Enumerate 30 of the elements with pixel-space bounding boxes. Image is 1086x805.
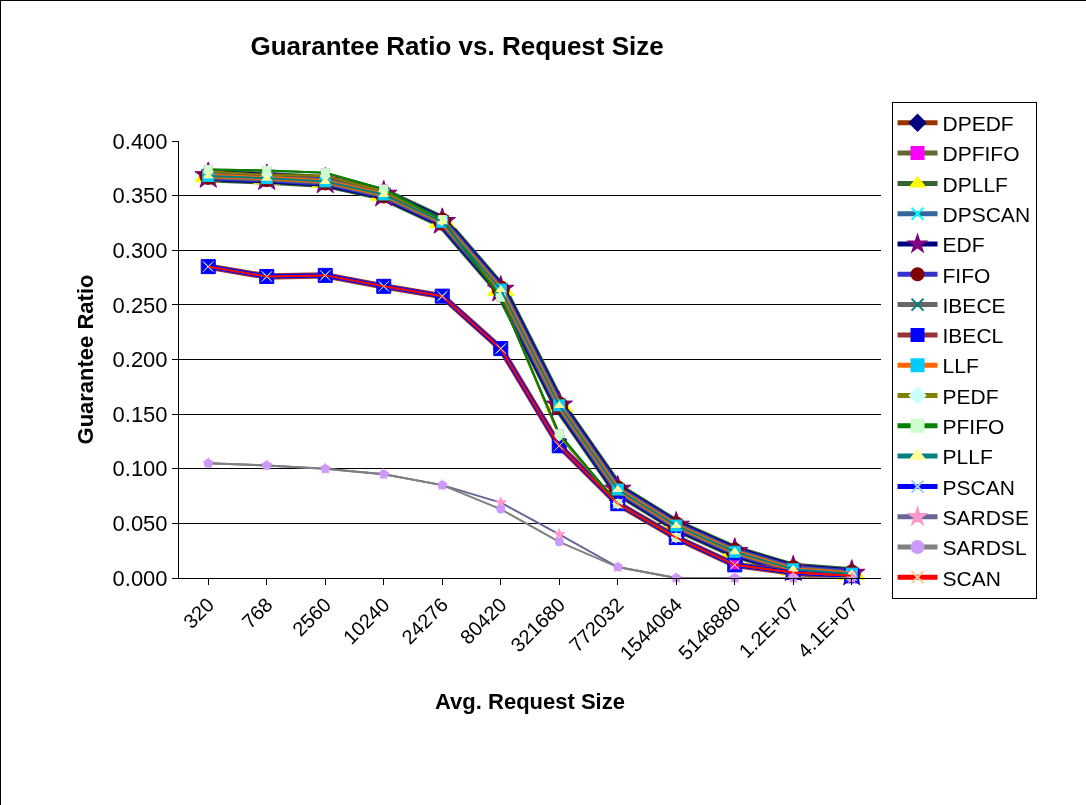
legend-label: IBECL — [942, 324, 1004, 348]
y-tick-label: 0.350 — [112, 183, 168, 209]
legend-label: PFIFO — [942, 415, 1005, 439]
legend-label: PEDF — [942, 384, 999, 408]
legend-label: DPFIFO — [942, 142, 1020, 166]
legend-label: PLLF — [942, 445, 993, 469]
chart-title: Guarantee Ratio vs. Request Size — [250, 31, 664, 62]
y-tick-label: 0.050 — [112, 511, 168, 537]
y-tick-label: 0.300 — [112, 237, 168, 263]
y-tick-label: 0.250 — [112, 292, 168, 318]
y-tick-label: 0.200 — [112, 347, 168, 373]
legend-label: DPLLF — [942, 172, 1008, 196]
y-tick-label: 0.100 — [112, 456, 168, 482]
legend-label: SCAN — [942, 566, 1001, 590]
legend-label: FIFO — [942, 263, 991, 287]
y-tick-label: 0.400 — [112, 128, 168, 154]
legend-label: PSCAN — [942, 475, 1015, 499]
legend-label: DPEDF — [942, 112, 1014, 136]
legend-label: SARDSL — [942, 536, 1027, 560]
y-tick-label: 0.150 — [112, 401, 168, 427]
y-axis-title: Guarantee Ratio — [73, 274, 99, 445]
x-axis-title: Avg. Request Size — [435, 688, 625, 714]
legend-label: DPSCAN — [942, 202, 1031, 226]
legend-label: IBECE — [942, 293, 1006, 317]
legend-label: SARDSE — [942, 505, 1029, 529]
x-tick-label: 320 — [178, 593, 219, 633]
x-tick-label: 768 — [237, 593, 277, 633]
legend-label: EDF — [942, 233, 985, 257]
y-tick-label: 0.000 — [112, 565, 168, 591]
legend-label: LLF — [942, 354, 979, 378]
